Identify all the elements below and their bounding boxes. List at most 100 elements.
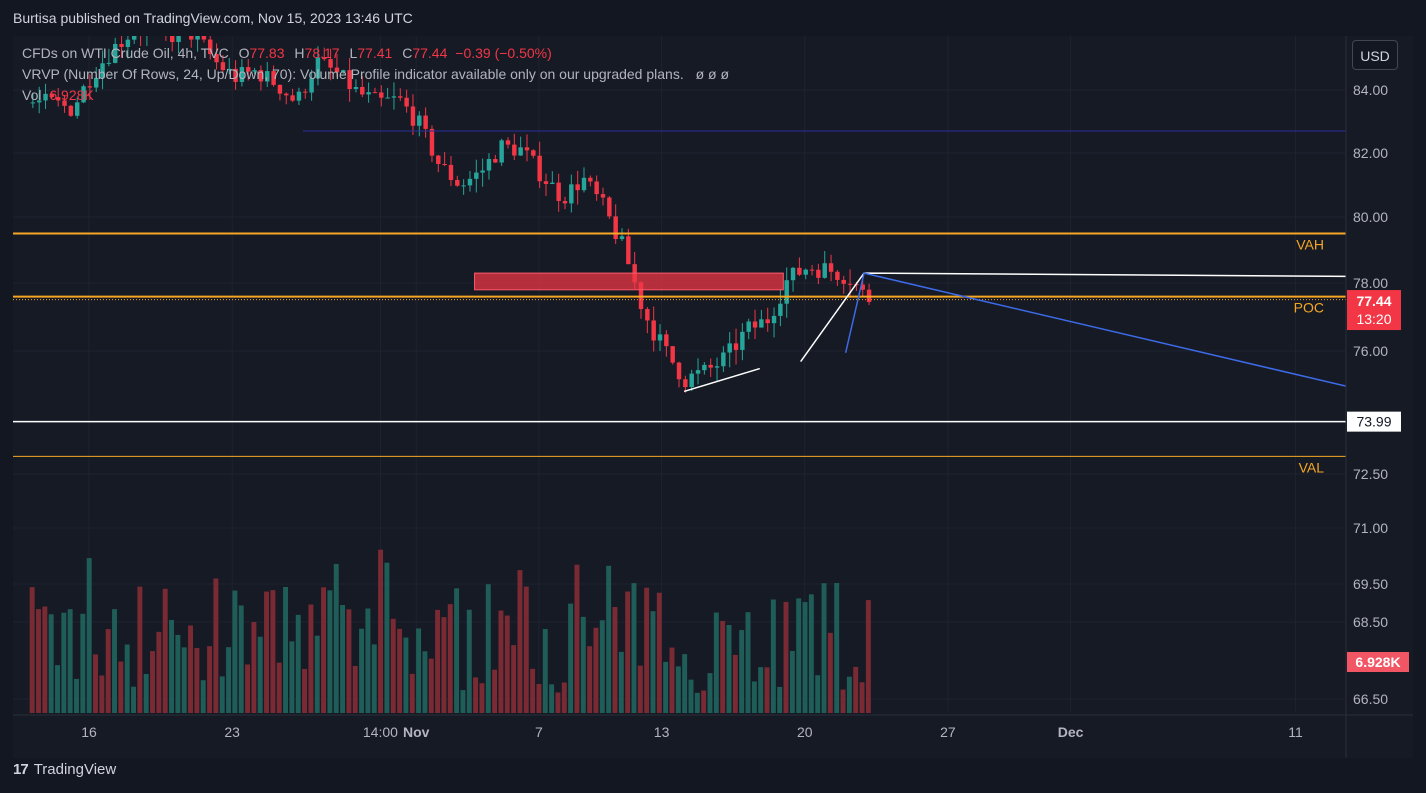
candle-up xyxy=(784,280,789,304)
candle-up xyxy=(695,370,701,374)
chart-frame[interactable]: 84.00 82.00 80.00 78.00 76.00 72.50 71.00 69.50… xyxy=(13,36,1413,758)
candle-down xyxy=(372,92,378,94)
change-value: −0.39 (−0.50%) xyxy=(455,45,552,61)
volume-bar-up xyxy=(580,616,586,713)
volume-bar-up xyxy=(359,628,365,713)
volume-bar-up xyxy=(606,565,612,713)
candle-up xyxy=(43,93,48,101)
volume-bar-down xyxy=(264,591,270,713)
candle-down xyxy=(379,92,384,98)
vrvp-icons[interactable]: ø ø ø xyxy=(695,66,730,82)
time-tick-label: 7 xyxy=(535,724,543,740)
price-tick-label: 84.00 xyxy=(1353,82,1388,98)
candle-down xyxy=(455,179,460,186)
volume-bar-up xyxy=(549,684,555,713)
candle-up xyxy=(803,269,808,275)
tradingview-brand: TradingView xyxy=(33,761,117,778)
volume-bar-down xyxy=(555,692,561,713)
volume-bar-down xyxy=(656,592,662,713)
candle-up xyxy=(132,36,137,40)
price-tick-label: 76.00 xyxy=(1353,343,1388,359)
candle-down xyxy=(436,155,441,165)
volume-bar-up xyxy=(485,584,491,713)
volume-bar-down xyxy=(156,631,162,713)
grid-lines xyxy=(13,36,1346,711)
countdown-label: 13:20 xyxy=(1356,311,1391,327)
volume-bar-up xyxy=(682,654,688,713)
last-price-label: 77.44 xyxy=(1356,293,1391,309)
poc-tag: POC xyxy=(1294,300,1324,316)
volume-bar-down xyxy=(409,673,415,713)
close-value: 77.44 xyxy=(412,45,448,61)
candle-up xyxy=(461,185,466,187)
candle-down xyxy=(733,343,739,350)
candle-down xyxy=(809,269,815,271)
volume-bar-down xyxy=(270,590,276,713)
candle-up xyxy=(619,236,625,240)
candle-down xyxy=(607,197,612,217)
candle-down xyxy=(208,39,213,55)
volume-bar-down xyxy=(517,570,523,713)
volume-bar-down xyxy=(498,610,504,713)
volume-bar-up xyxy=(631,583,637,713)
volume-bar-down xyxy=(194,647,200,713)
volume-bar-down xyxy=(390,618,396,713)
vrvp-legend: VRVP (Number Of Rows, 24, Up/Down, 70): … xyxy=(22,66,729,82)
candle-down xyxy=(797,267,802,275)
volume-bar-down xyxy=(346,609,352,713)
volume-bar-down xyxy=(99,675,105,713)
volume-bar-down xyxy=(321,587,327,713)
candle-up xyxy=(227,68,232,71)
candle-down xyxy=(645,309,650,321)
volume-bar-up xyxy=(770,599,776,713)
volume-bar-up xyxy=(815,675,821,713)
candle-up xyxy=(518,147,523,156)
candle-down xyxy=(220,62,226,71)
volume-bar-up xyxy=(460,690,466,713)
volume-bar-up xyxy=(384,562,390,713)
candle-up xyxy=(296,91,302,101)
candle-up xyxy=(822,263,827,278)
volume-bar-up xyxy=(238,605,244,713)
volume-bar-up xyxy=(175,634,181,713)
volume-bar-up xyxy=(808,594,814,713)
volume-bar-up xyxy=(713,612,719,713)
volume-bar-down xyxy=(251,622,257,713)
volume-bar-up xyxy=(314,635,320,713)
projection-path-white xyxy=(800,272,1347,362)
candle-up xyxy=(74,102,80,116)
currency-button[interactable]: USD xyxy=(1352,40,1398,70)
volume-bar-down xyxy=(42,606,48,713)
candle-down xyxy=(448,164,454,180)
volume-bar-down xyxy=(150,651,155,713)
candle-down xyxy=(233,68,238,82)
volume-bar-down xyxy=(93,654,98,713)
volume-bar-down xyxy=(245,664,251,713)
candle-down xyxy=(556,182,561,201)
volume-bar-up xyxy=(257,636,263,713)
candle-down xyxy=(68,105,74,116)
time-tick-label: 11 xyxy=(1288,724,1303,740)
volume-bar-down xyxy=(118,661,124,713)
price-chart[interactable]: 84.00 82.00 80.00 78.00 76.00 72.50 71.00 69.50… xyxy=(13,36,1413,758)
volume-bar-down xyxy=(492,669,498,713)
volume-bar-up xyxy=(112,609,117,713)
volume-bar-down xyxy=(352,666,358,713)
last-price-badge xyxy=(1347,290,1401,331)
volume-bar-down xyxy=(720,620,726,713)
volume-bar-down xyxy=(612,606,618,713)
volume-bar-up xyxy=(67,609,73,713)
candle-down xyxy=(360,87,365,95)
candle-down xyxy=(87,86,93,88)
time-tick-label: 16 xyxy=(81,724,97,740)
volume-bar-down xyxy=(859,682,865,713)
header-bar: Burtisa published on TradingView.com, No… xyxy=(0,0,1426,36)
candle-down xyxy=(404,97,409,107)
candle-down xyxy=(537,155,542,182)
candle-down xyxy=(651,320,656,341)
candle-down xyxy=(442,164,447,166)
volume-bar-up xyxy=(618,651,624,713)
volume-bar-down xyxy=(669,647,675,713)
footer-brand[interactable]: 17 TradingView xyxy=(13,761,116,778)
time-tick-label: 20 xyxy=(797,724,813,740)
